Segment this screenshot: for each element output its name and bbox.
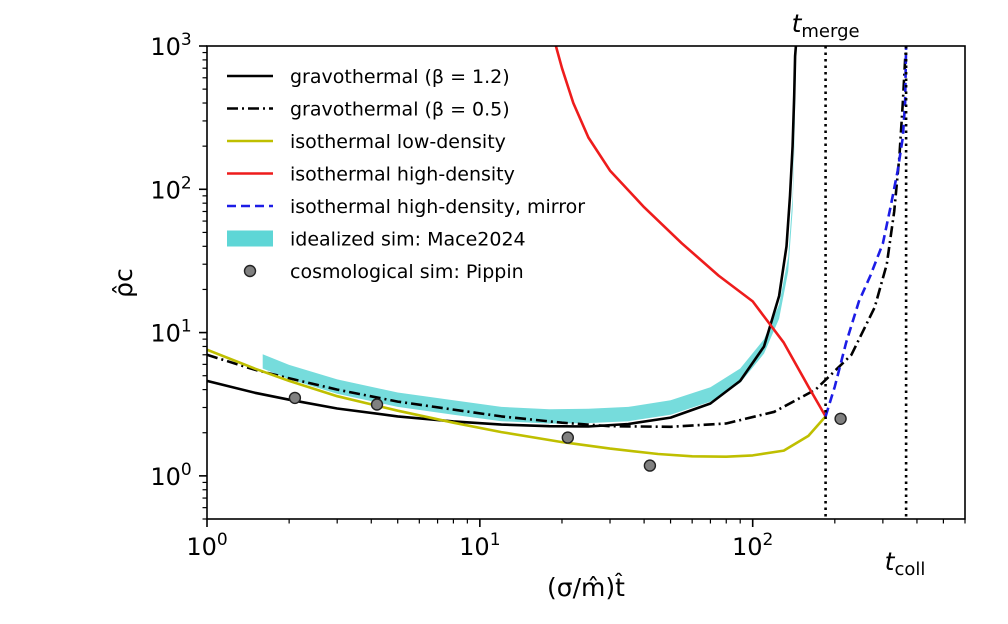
y-tick-label: 101 bbox=[150, 317, 191, 348]
series-isothermal-high-density bbox=[554, 46, 827, 418]
legend-isothermal-high-density-mirror-label: isothermal high-density, mirror bbox=[290, 196, 585, 218]
legend-gravothermal-0-5-label: gravothermal (β = 0.5) bbox=[290, 99, 510, 121]
legend-isothermal-high-density-label: isothermal high-density bbox=[290, 164, 515, 186]
x-tick-label: 102 bbox=[732, 530, 773, 561]
series-gravothermal-1-2 bbox=[207, 46, 798, 428]
x-tick-label: 101 bbox=[459, 530, 500, 561]
series-layer bbox=[207, 46, 908, 472]
tick-layer: 100 101 102 100 101 102 103 bbox=[150, 30, 966, 561]
label-t-merge: tmerge bbox=[792, 9, 860, 42]
legend-cosmological-sim-pippin-swatch bbox=[243, 264, 257, 278]
data-point-pippin bbox=[643, 459, 657, 472]
legend-idealized-sim-mace2024-swatch bbox=[227, 230, 273, 247]
y-tick-label: 100 bbox=[150, 460, 191, 491]
label-t-coll: tcoll bbox=[885, 547, 926, 580]
x-tick-label: 100 bbox=[186, 530, 227, 561]
plot-frame bbox=[206, 45, 966, 520]
legend-isothermal-low-density-label: isothermal low-density bbox=[290, 131, 506, 153]
data-point-pippin bbox=[288, 391, 302, 405]
legend: gravothermal (β = 1.2) gravothermal (β = … bbox=[227, 66, 585, 283]
legend-cosmological-sim-pippin-label: cosmological sim: Pippin bbox=[290, 261, 524, 283]
x-axis-label: (σ/m̂)t̂ bbox=[547, 573, 625, 602]
legend-gravothermal-1-2-label: gravothermal (β = 1.2) bbox=[290, 66, 510, 88]
series-gravothermal-0-5 bbox=[207, 46, 908, 429]
data-point-pippin bbox=[561, 431, 574, 444]
series-isothermal-high-density-mirror bbox=[824, 46, 908, 417]
series-idealized-sim-mace2024 bbox=[262, 52, 796, 424]
data-point-pippin bbox=[370, 398, 384, 411]
data-point-pippin bbox=[834, 412, 847, 425]
series-isothermal-low-density bbox=[207, 348, 827, 459]
y-tick-label: 102 bbox=[150, 173, 191, 204]
vline-layer: tmerge tcoll bbox=[792, 9, 926, 580]
plot-area bbox=[207, 46, 965, 519]
legend-idealized-sim-mace2024-label: idealized sim: Mace2024 bbox=[290, 229, 526, 251]
y-axis-label: ρ̂c bbox=[109, 268, 138, 298]
y-tick-label: 103 bbox=[150, 30, 191, 61]
